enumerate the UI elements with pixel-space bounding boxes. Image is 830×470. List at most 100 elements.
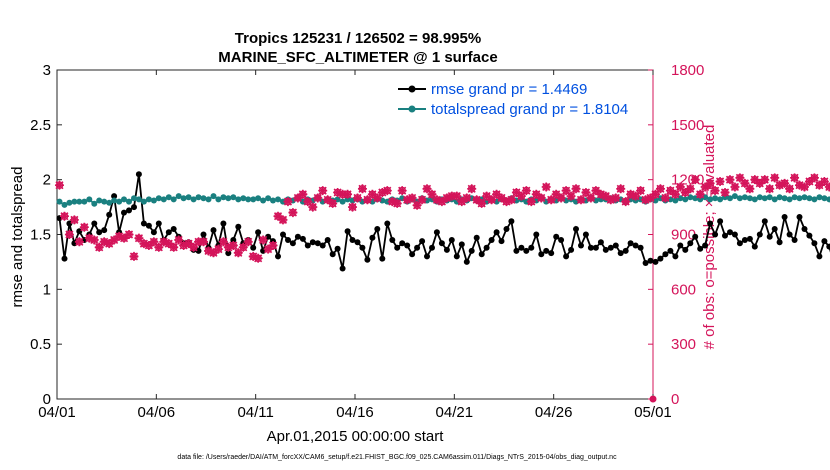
obs-evaluated-point [799, 182, 809, 192]
y-right-tick-label: 1500 [671, 117, 704, 134]
plot-area [56, 69, 654, 400]
obs-evaluated-point [283, 197, 293, 207]
data-point [756, 231, 763, 238]
data-point [210, 227, 217, 234]
data-point [538, 251, 545, 258]
obs-evaluated-point [695, 189, 705, 199]
obs-evaluated-point [750, 175, 760, 185]
obs-evaluated-point [298, 189, 308, 199]
data-point [821, 238, 828, 245]
obs-evaluated-point [710, 186, 720, 196]
obs-evaluated-point [402, 195, 412, 205]
data-point [369, 234, 376, 241]
legend: rmse grand pr = 1.4469 totalspread grand… [393, 78, 648, 118]
data-point [573, 226, 579, 232]
data-point [150, 197, 157, 204]
obs-evaluated-point [546, 195, 556, 205]
obs-evaluated-point [655, 184, 665, 194]
data-point [200, 195, 207, 202]
data-point [135, 171, 142, 178]
obs-evaluated-point [174, 235, 184, 245]
data-point [533, 231, 540, 238]
data-point [761, 195, 768, 202]
data-point [86, 196, 93, 203]
obs-evaluated-point [636, 186, 646, 196]
data-point [816, 253, 823, 260]
data-point [126, 207, 132, 214]
obs-evaluated-point [795, 180, 805, 190]
obs-evaluated-point [626, 189, 636, 199]
data-point [443, 246, 450, 253]
data-point [91, 200, 98, 207]
data-point [180, 195, 187, 202]
x-tick-group: 04/01 04/06 04/11 04/16 04/21 04/26 05/01 [38, 70, 672, 421]
data-point [339, 265, 346, 272]
obs-evaluated-point [452, 191, 462, 201]
data-point [558, 237, 565, 243]
y-left-tick-label: 0 [43, 391, 51, 408]
data-point [652, 258, 659, 265]
obs-evaluated-point [159, 237, 169, 247]
data-point [140, 198, 147, 205]
obs-evaluated-point [680, 187, 690, 197]
obs-evaluated-point [233, 248, 243, 258]
obs-evaluated-point [571, 184, 581, 194]
data-point [319, 242, 326, 249]
y-right-tick-label: 300 [671, 336, 696, 353]
obs-evaluated-point [730, 182, 740, 192]
legend-label-totalspread: totalspread grand pr = 1.8104 [431, 101, 628, 118]
data-point [717, 196, 724, 203]
data-point [667, 247, 674, 254]
obs-evaluated-point [601, 191, 611, 201]
obs-evaluated-point [477, 198, 487, 208]
obs-evaluated-point [338, 189, 348, 199]
data-point [702, 242, 709, 249]
data-point [741, 237, 748, 243]
obs-evaluated-point [660, 193, 670, 203]
obs-evaluated-point [472, 195, 482, 205]
obs-evaluated-point [99, 237, 109, 247]
obs-evaluated-point [591, 186, 601, 196]
obs-evaluated-point [357, 184, 367, 194]
data-point [821, 195, 828, 202]
data-point [116, 198, 123, 205]
data-point [771, 226, 778, 232]
data-point [632, 242, 639, 249]
obs-evaluated-point [715, 176, 725, 186]
data-point [741, 194, 748, 201]
obs-evaluated-point [203, 246, 213, 256]
data-point [786, 231, 793, 238]
data-point [543, 247, 550, 254]
data-point [682, 246, 689, 253]
x-tick-label: 04/11 [237, 404, 273, 421]
data-point [265, 195, 272, 202]
data-point [731, 193, 738, 200]
obs-evaluated-point [437, 197, 447, 207]
data-point [523, 247, 530, 254]
obs-evaluated-point [566, 191, 576, 201]
x-tick-label: 04/21 [436, 404, 474, 421]
obs-evaluated-point [199, 237, 209, 247]
data-point [473, 234, 480, 241]
obs-evaluated-point [665, 186, 675, 196]
data-point [245, 196, 252, 203]
obs-evaluated-point [790, 173, 800, 183]
data-point [518, 244, 525, 251]
data-point [791, 237, 798, 243]
chart-title: Tropics 125231 / 126502 = 98.995% [235, 30, 481, 47]
data-point [528, 244, 535, 251]
data-point [126, 198, 132, 205]
data-point [275, 253, 281, 260]
x-tick-label: 04/06 [138, 404, 176, 421]
obs-evaluated-point [223, 242, 233, 252]
y-left-tick-label: 1.5 [30, 227, 51, 244]
obs-evaluated-point [124, 230, 134, 239]
data-point [61, 201, 68, 208]
obs-evaluated-point [775, 180, 785, 190]
data-point [399, 240, 406, 247]
data-point [131, 195, 137, 202]
y-left-tick-label: 2 [43, 172, 51, 189]
data-point [682, 196, 689, 203]
obs-evaluated-point [785, 184, 795, 194]
obs-evaluated-point [104, 239, 114, 249]
